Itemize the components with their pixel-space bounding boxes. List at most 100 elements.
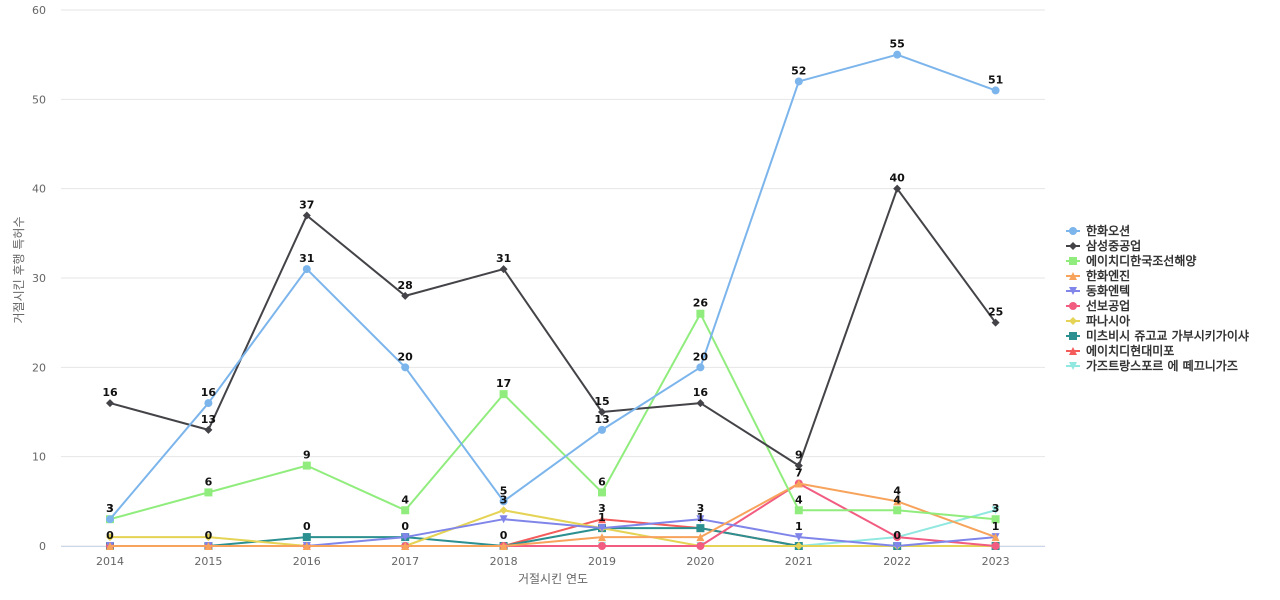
legend-item[interactable]: 에이치디현대미포 [1066, 343, 1174, 358]
data-point [302, 542, 311, 550]
data-point [598, 425, 606, 434]
series-1 [106, 50, 1000, 524]
data-label: 16 [102, 386, 118, 399]
data-label: 0 [303, 520, 311, 533]
x-tick-label: 2019 [588, 555, 616, 568]
series-line [109, 53, 996, 520]
legend-item[interactable]: 삼성중공업 [1066, 238, 1141, 253]
data-label: 3 [106, 502, 114, 515]
legend-marker [1069, 332, 1077, 340]
data-point [302, 533, 311, 542]
y-tick-label: 10 [32, 451, 46, 464]
data-point [499, 390, 508, 399]
x-axis-title: 거절시킨 연도 [518, 572, 588, 586]
data-label: 16 [693, 386, 709, 399]
legend-label: 미츠비시 쥬고교 가부시키가이샤 [1086, 328, 1249, 343]
x-tick-label: 2022 [883, 555, 911, 568]
legend-label: 한화오션 [1086, 223, 1130, 238]
data-point [401, 363, 410, 372]
data-point [696, 533, 705, 542]
legend-label: 삼성중공업 [1086, 238, 1141, 253]
data-point [696, 399, 705, 408]
series-line [109, 312, 996, 521]
data-point [204, 488, 213, 497]
data-point [204, 533, 213, 542]
data-point [401, 533, 410, 542]
data-label: 26 [693, 297, 709, 310]
legend-item[interactable]: 선보공업 [1066, 298, 1130, 313]
data-label: 4 [401, 493, 409, 506]
legend-item[interactable]: 가즈트랑스포르 에 떼끄니가즈 [1066, 358, 1238, 373]
data-point [401, 542, 410, 550]
data-point [696, 524, 705, 533]
series-2 [106, 184, 1000, 470]
data-point [991, 515, 1000, 524]
data-point [696, 363, 705, 372]
data-label: 1 [795, 520, 803, 533]
data-point [106, 533, 114, 542]
data-label: 51 [988, 73, 1003, 86]
legend-item[interactable]: 동화엔텍 [1066, 283, 1130, 298]
legend-label: 가즈트랑스포르 에 떼끄니가즈 [1086, 358, 1238, 373]
data-point [794, 506, 803, 515]
data-point [991, 542, 1000, 550]
data-point [598, 533, 606, 542]
data-point [598, 488, 606, 497]
data-label: 16 [201, 386, 217, 399]
data-label: 3 [992, 502, 1000, 515]
data-label: 31 [299, 252, 314, 265]
data-label: 9 [795, 449, 803, 462]
data-label: 4 [795, 493, 803, 506]
data-label: 31 [496, 252, 511, 265]
data-point [794, 461, 803, 470]
series-group [106, 50, 1000, 550]
data-label: 0 [205, 529, 213, 542]
legend-item[interactable]: 에이치디한국조선해양 [1066, 253, 1196, 268]
x-tick-label: 2021 [785, 555, 813, 568]
data-label: 0 [401, 520, 409, 533]
data-point [893, 506, 902, 515]
data-label: 37 [299, 198, 314, 211]
data-point [401, 291, 410, 300]
data-label: 3 [500, 493, 508, 506]
legend-marker [1069, 317, 1077, 325]
x-axis-ticks: 2014 2015 2016 2017 2018 2019 2020 2021 2022 2023 [96, 555, 1010, 568]
legend-item[interactable]: 한화엔진 [1066, 268, 1130, 283]
legend-item[interactable]: 파나시아 [1066, 313, 1130, 328]
data-point [204, 425, 213, 434]
legend-label: 에이치디현대미포 [1086, 343, 1174, 358]
y-tick-label: 30 [32, 272, 46, 285]
data-point [106, 515, 114, 524]
y-axis-ticks: 0 10 20 30 40 50 60 [32, 4, 46, 553]
data-point [893, 497, 902, 506]
x-tick-label: 2016 [293, 555, 321, 568]
data-point [204, 399, 213, 408]
legend-item[interactable]: 한화오션 [1066, 223, 1130, 238]
data-label: 13 [594, 413, 609, 426]
data-point [893, 533, 902, 542]
data-point [794, 533, 803, 542]
data-point [401, 506, 410, 515]
data-label: 20 [398, 350, 414, 363]
data-point [794, 542, 803, 550]
legend-label: 동화엔텍 [1086, 283, 1130, 298]
data-point [893, 542, 902, 550]
data-label: 55 [890, 38, 905, 51]
data-point [696, 542, 705, 550]
data-point [598, 515, 606, 524]
legend-item[interactable]: 미츠비시 쥬고교 가부시키가이샤 [1066, 328, 1249, 343]
data-label: 1 [992, 520, 1000, 533]
y-tick-label: 60 [32, 4, 46, 17]
data-point [302, 211, 311, 220]
data-label: 6 [205, 475, 213, 488]
legend-marker [1069, 227, 1077, 235]
x-tick-label: 2023 [982, 555, 1010, 568]
gridlines [61, 9, 1045, 547]
legend-marker [1069, 272, 1077, 280]
data-label: 20 [693, 350, 709, 363]
data-point [499, 497, 508, 506]
x-tick-label: 2014 [96, 555, 124, 568]
data-label: 25 [988, 306, 1003, 319]
data-point [696, 515, 705, 524]
